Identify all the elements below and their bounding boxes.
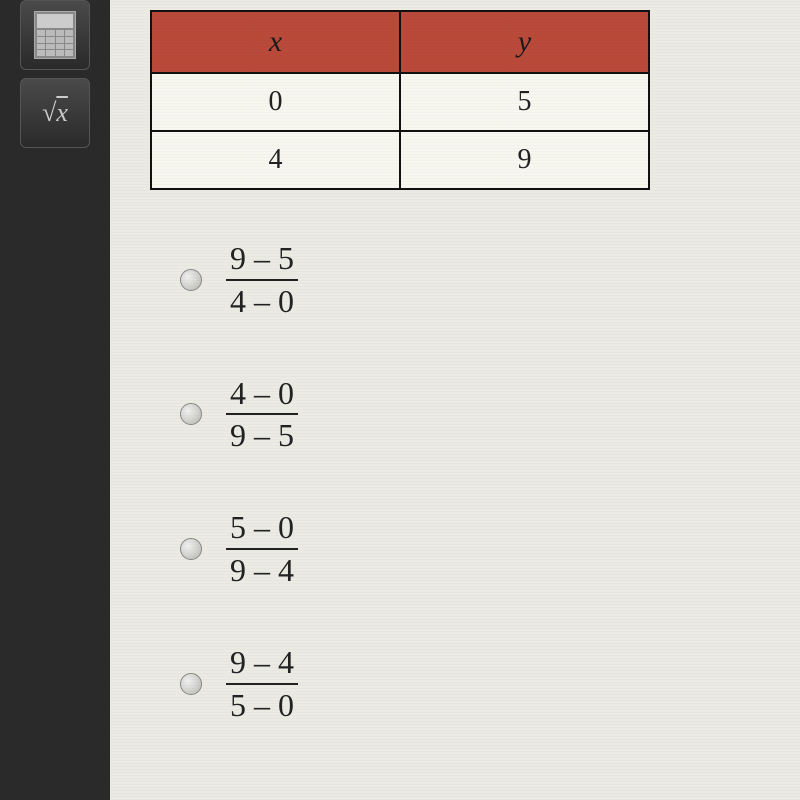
table-row: 0 5 — [151, 73, 649, 131]
cell-x-0: 0 — [151, 73, 400, 131]
col-header-y: y — [400, 11, 649, 73]
xy-table: x y 0 5 4 9 — [150, 10, 650, 190]
tool-sidebar: √x — [0, 0, 110, 800]
denominator: 5 – 0 — [226, 683, 298, 724]
radio-icon[interactable] — [180, 269, 202, 291]
sqrt-button[interactable]: √x — [20, 78, 90, 148]
col-header-x: x — [151, 11, 400, 73]
cell-y-1: 9 — [400, 131, 649, 189]
radio-icon[interactable] — [180, 538, 202, 560]
numerator: 5 – 0 — [226, 509, 298, 548]
fraction-b: 4 – 0 9 – 5 — [226, 375, 298, 455]
option-d[interactable]: 9 – 4 5 – 0 — [180, 644, 780, 724]
numerator: 9 – 4 — [226, 644, 298, 683]
denominator: 4 – 0 — [226, 279, 298, 320]
sqrt-icon: √x — [42, 98, 68, 128]
main-content: x y 0 5 4 9 9 – 5 4 – 0 4 – 0 — [110, 0, 800, 800]
fraction-d: 9 – 4 5 – 0 — [226, 644, 298, 724]
calculator-icon — [34, 11, 76, 59]
option-a[interactable]: 9 – 5 4 – 0 — [180, 240, 780, 320]
option-b[interactable]: 4 – 0 9 – 5 — [180, 375, 780, 455]
fraction-a: 9 – 5 4 – 0 — [226, 240, 298, 320]
cell-y-0: 5 — [400, 73, 649, 131]
option-c[interactable]: 5 – 0 9 – 4 — [180, 509, 780, 589]
table-header-row: x y — [151, 11, 649, 73]
answer-options: 9 – 5 4 – 0 4 – 0 9 – 5 5 – 0 9 – 4 9 – … — [180, 240, 780, 723]
radio-icon[interactable] — [180, 403, 202, 425]
denominator: 9 – 5 — [226, 413, 298, 454]
cell-x-1: 4 — [151, 131, 400, 189]
denominator: 9 – 4 — [226, 548, 298, 589]
numerator: 9 – 5 — [226, 240, 298, 279]
numerator: 4 – 0 — [226, 375, 298, 414]
radio-icon[interactable] — [180, 673, 202, 695]
fraction-c: 5 – 0 9 – 4 — [226, 509, 298, 589]
calculator-button[interactable] — [20, 0, 90, 70]
table-row: 4 9 — [151, 131, 649, 189]
